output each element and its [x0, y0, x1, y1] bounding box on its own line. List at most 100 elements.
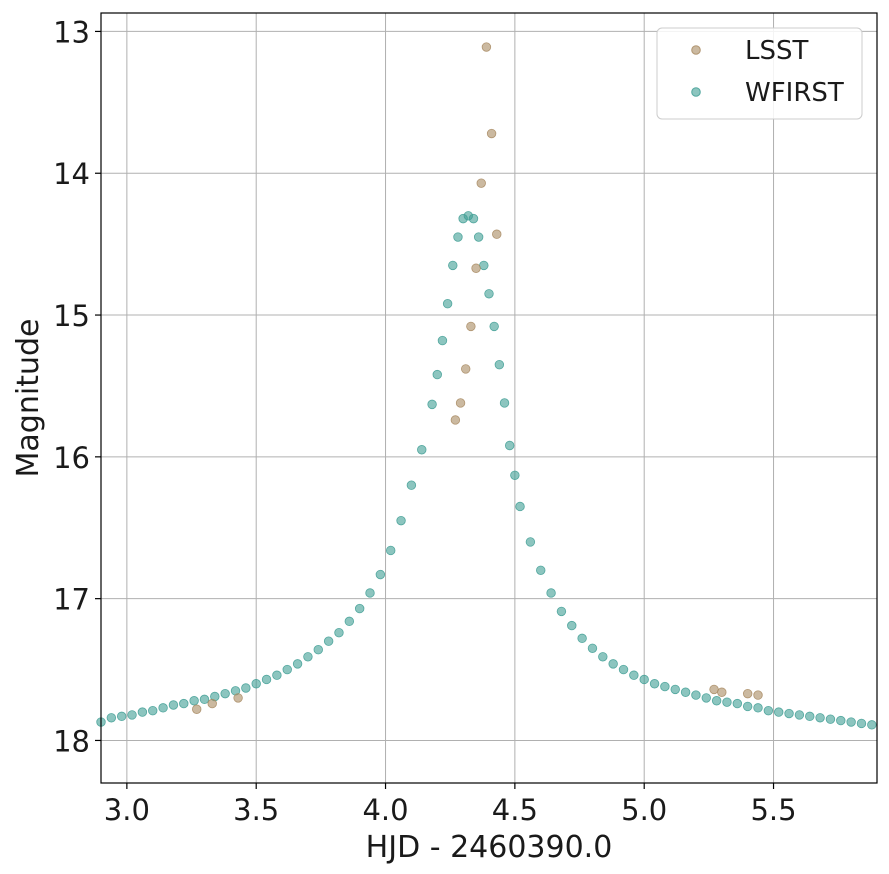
point-wfirst: [116, 711, 127, 722]
point-wfirst: [701, 693, 711, 703]
point-lsst: [233, 693, 243, 703]
point-wfirst: [323, 636, 334, 646]
point-wfirst: [386, 545, 396, 556]
point-wfirst: [608, 659, 618, 669]
point-wfirst: [168, 700, 179, 710]
point-wfirst: [179, 698, 189, 709]
x-tick-label: 4.5: [492, 793, 538, 827]
point-wfirst: [649, 679, 660, 689]
point-wfirst: [556, 606, 567, 617]
plot-frame: [100, 12, 878, 784]
x-axis-label: HJD - 2460390.0: [366, 830, 613, 865]
point-wfirst: [453, 232, 463, 242]
point-wfirst: [504, 440, 515, 451]
legend-marker-wfirst: [691, 87, 701, 97]
point-wfirst: [546, 588, 556, 598]
y-axis-label: Magnitude: [11, 319, 46, 478]
point-lsst: [753, 690, 763, 700]
point-lsst: [466, 321, 476, 332]
data-points: [96, 42, 877, 730]
x-tick-label: 5.0: [621, 793, 667, 827]
point-wfirst: [587, 643, 598, 653]
point-wfirst: [432, 369, 442, 380]
point-wfirst: [774, 707, 784, 717]
point-lsst: [461, 364, 471, 374]
point-wfirst: [867, 720, 877, 730]
point-wfirst: [303, 652, 313, 662]
point-wfirst: [846, 717, 856, 727]
point-wfirst: [158, 703, 168, 713]
y-tick-label: 17: [53, 583, 90, 617]
point-lsst: [450, 415, 461, 425]
point-lsst: [207, 698, 217, 709]
legend-box: [656, 27, 863, 120]
legend-label-lsst: LSST: [745, 36, 808, 66]
point-wfirst: [437, 335, 448, 346]
point-wfirst: [448, 260, 458, 271]
point-wfirst: [639, 674, 649, 685]
point-wfirst: [525, 537, 536, 547]
point-wfirst: [417, 445, 427, 455]
point-wfirst: [189, 696, 199, 706]
point-wfirst: [406, 480, 417, 490]
point-wfirst: [660, 681, 670, 692]
point-wfirst: [489, 321, 499, 332]
point-wfirst: [794, 710, 805, 720]
y-tick-label: 18: [53, 724, 90, 758]
point-wfirst: [292, 659, 303, 669]
point-lsst: [742, 688, 753, 699]
point-wfirst: [468, 213, 479, 224]
point-wfirst: [137, 707, 148, 717]
point-wfirst: [815, 713, 825, 723]
point-lsst: [492, 229, 502, 239]
point-wfirst: [375, 569, 386, 580]
point-wfirst: [711, 696, 722, 706]
point-wfirst: [598, 652, 608, 662]
legend-label-wfirst: WFIRST: [745, 78, 844, 108]
point-wfirst: [742, 701, 753, 712]
point-lsst: [717, 687, 727, 697]
point-wfirst: [106, 713, 117, 723]
point-lsst: [486, 128, 497, 139]
point-wfirst: [536, 565, 546, 575]
point-wfirst: [753, 703, 763, 713]
point-lsst: [192, 704, 202, 714]
y-tick-label: 15: [53, 299, 90, 333]
point-wfirst: [484, 289, 494, 299]
point-wfirst: [805, 711, 815, 722]
y-tick-label: 16: [53, 441, 90, 475]
point-wfirst: [784, 708, 794, 719]
point-wfirst: [442, 299, 453, 309]
point-wfirst: [354, 603, 365, 614]
legend-marker-lsst: [691, 45, 701, 55]
point-wfirst: [499, 398, 510, 408]
axis-ticks: 3.0 3.5 4.0 4.5 5.0 5.5 13 14 15 16 17 18: [53, 15, 797, 827]
x-tick-label: 5.5: [750, 793, 796, 827]
point-wfirst: [127, 710, 137, 720]
point-wfirst: [691, 690, 701, 700]
point-wfirst: [365, 588, 375, 598]
point-wfirst: [282, 664, 292, 675]
point-wfirst: [344, 616, 355, 627]
legend: LSST WFIRST: [656, 27, 863, 120]
point-wfirst: [510, 470, 520, 480]
point-wfirst: [763, 705, 774, 716]
point-wfirst: [199, 694, 210, 705]
point-wfirst: [272, 670, 282, 680]
point-wfirst: [515, 501, 525, 512]
point-wfirst: [148, 705, 158, 716]
point-lsst: [481, 42, 492, 52]
point-wfirst: [251, 679, 261, 689]
point-wfirst: [856, 718, 867, 729]
point-wfirst: [680, 687, 691, 697]
y-tick-label: 13: [53, 15, 90, 49]
point-wfirst: [479, 260, 489, 271]
x-tick-label: 3.5: [233, 793, 279, 827]
point-wfirst: [313, 645, 323, 655]
point-lsst: [476, 178, 486, 188]
point-wfirst: [494, 359, 505, 370]
point-wfirst: [396, 515, 406, 526]
point-wfirst: [722, 697, 732, 707]
point-lsst: [471, 263, 481, 273]
point-lsst: [455, 398, 466, 408]
